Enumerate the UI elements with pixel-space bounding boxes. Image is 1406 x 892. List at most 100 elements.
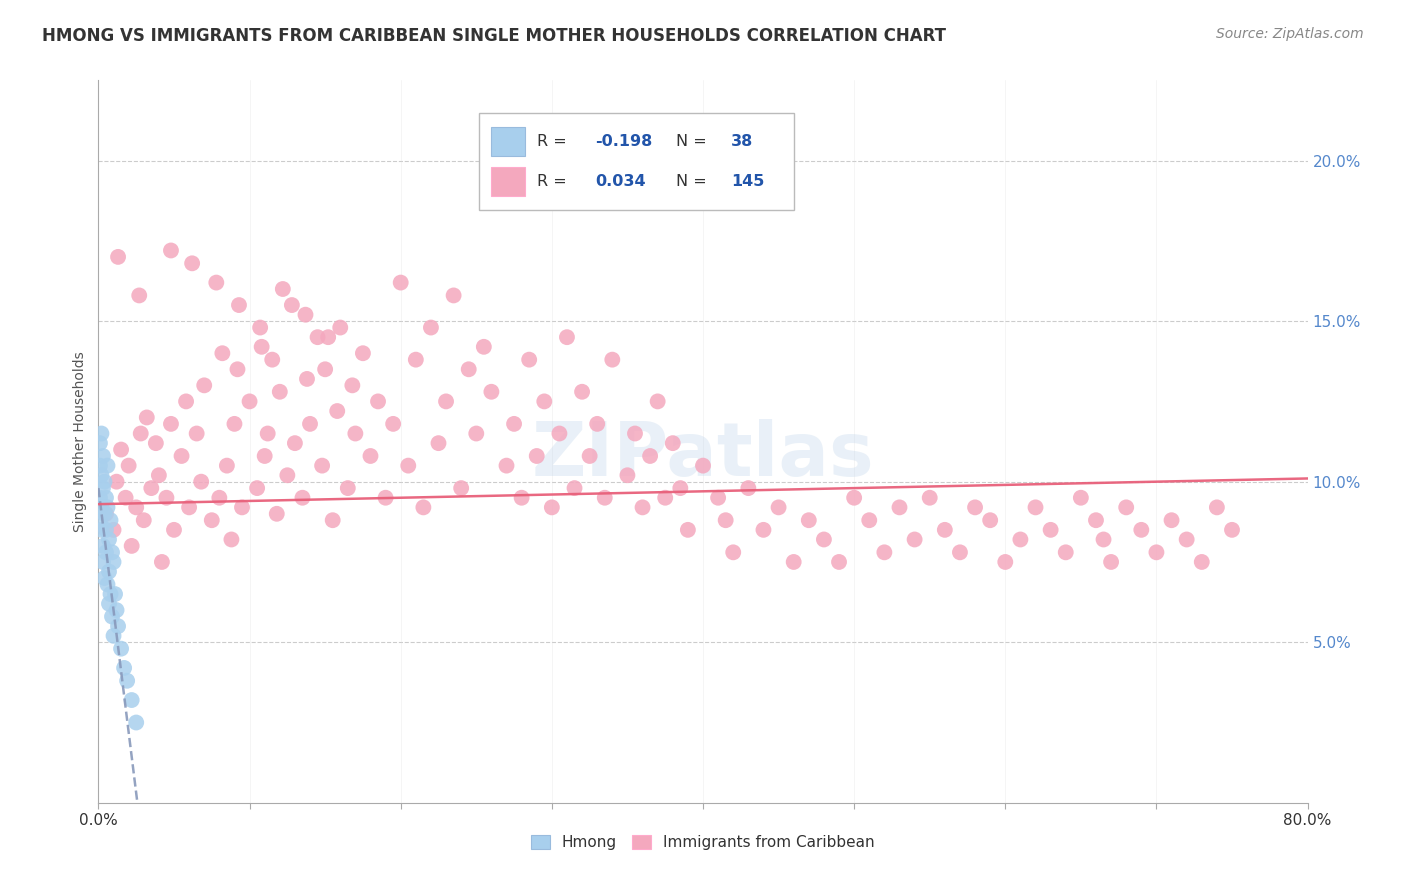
Point — [104, 587, 127, 601]
Point — [443, 288, 465, 302]
Point — [813, 533, 835, 547]
Point — [115, 673, 138, 688]
Point — [91, 555, 114, 569]
Point — [89, 513, 111, 527]
Point — [434, 394, 457, 409]
Point — [1206, 500, 1229, 515]
Point — [593, 491, 616, 505]
Point — [246, 481, 269, 495]
Point — [121, 693, 143, 707]
Point — [103, 555, 125, 569]
Point — [316, 330, 339, 344]
Point — [858, 513, 880, 527]
Point — [934, 523, 956, 537]
Point — [103, 523, 125, 537]
Point — [179, 500, 201, 515]
Point — [714, 513, 737, 527]
Text: R =: R = — [537, 174, 572, 189]
Text: N =: N = — [676, 134, 713, 149]
Point — [676, 523, 699, 537]
Point — [517, 352, 540, 367]
Point — [457, 362, 479, 376]
Point — [661, 436, 683, 450]
Point — [110, 442, 132, 457]
Point — [344, 426, 367, 441]
Y-axis label: Single Mother Households: Single Mother Households — [73, 351, 87, 532]
Point — [256, 426, 278, 441]
Point — [94, 523, 117, 537]
Point — [555, 330, 578, 344]
Point — [294, 308, 316, 322]
Point — [271, 282, 294, 296]
Point — [427, 436, 450, 450]
Point — [329, 320, 352, 334]
Point — [873, 545, 896, 559]
Text: 145: 145 — [731, 174, 765, 189]
Point — [949, 545, 972, 559]
Point — [93, 571, 115, 585]
Point — [374, 491, 396, 505]
Point — [450, 481, 472, 495]
Point — [616, 468, 638, 483]
Point — [269, 384, 291, 399]
Point — [1054, 545, 1077, 559]
Point — [160, 244, 183, 258]
Point — [94, 507, 117, 521]
Point — [201, 513, 224, 527]
Point — [135, 410, 157, 425]
Point — [1115, 500, 1137, 515]
Point — [752, 523, 775, 537]
Point — [89, 436, 111, 450]
Point — [723, 545, 745, 559]
Point — [266, 507, 288, 521]
Point — [571, 384, 593, 399]
Point — [281, 298, 304, 312]
Point — [1220, 523, 1243, 537]
Point — [174, 394, 197, 409]
Point — [503, 417, 526, 431]
Point — [307, 330, 329, 344]
Point — [540, 500, 562, 515]
Point — [965, 500, 987, 515]
Point — [107, 619, 129, 633]
Point — [904, 533, 927, 547]
Point — [128, 288, 150, 302]
Point — [103, 629, 125, 643]
Point — [90, 468, 112, 483]
Point — [190, 475, 212, 489]
Point — [311, 458, 333, 473]
Legend: Hmong, Immigrants from Caribbean: Hmong, Immigrants from Caribbean — [526, 830, 880, 856]
Point — [578, 449, 600, 463]
Point — [94, 491, 117, 505]
Point — [367, 394, 389, 409]
Point — [186, 426, 208, 441]
Point — [737, 481, 759, 495]
Point — [101, 609, 124, 624]
Point — [533, 394, 555, 409]
Point — [193, 378, 215, 392]
Point — [382, 417, 405, 431]
Point — [1144, 545, 1167, 559]
Point — [250, 340, 273, 354]
Point — [1010, 533, 1032, 547]
Point — [510, 491, 533, 505]
Point — [1099, 555, 1122, 569]
Point — [918, 491, 941, 505]
Point — [360, 449, 382, 463]
Point — [412, 500, 434, 515]
Point — [889, 500, 911, 515]
Point — [1039, 523, 1062, 537]
Point — [322, 513, 344, 527]
Point — [1175, 533, 1198, 547]
Point — [692, 458, 714, 473]
Point — [239, 394, 262, 409]
FancyBboxPatch shape — [479, 112, 793, 211]
Point — [105, 475, 128, 489]
Text: -0.198: -0.198 — [595, 134, 652, 149]
Point — [132, 513, 155, 527]
Point — [215, 458, 238, 473]
Point — [249, 320, 271, 334]
Point — [472, 340, 495, 354]
Point — [93, 475, 115, 489]
Point — [100, 587, 122, 601]
